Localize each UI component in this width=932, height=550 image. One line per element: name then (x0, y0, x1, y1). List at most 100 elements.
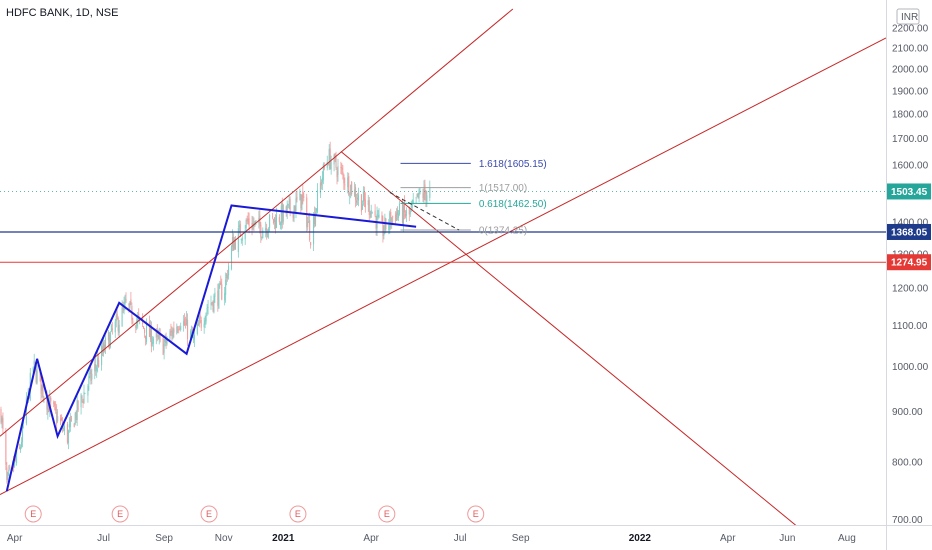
candle-body (217, 290, 219, 306)
candle-body (101, 345, 103, 366)
candle-body (172, 329, 174, 339)
candle-body (294, 206, 296, 212)
y-tick-label: 1400.00 (892, 218, 929, 229)
candle-body (383, 231, 385, 236)
candle-body (96, 367, 98, 371)
x-tick-label: Jun (779, 533, 795, 544)
event-label: E (473, 509, 479, 519)
candle-body (98, 359, 100, 368)
candle-body (214, 292, 216, 297)
candle-body (70, 416, 72, 421)
candle-body (377, 215, 379, 217)
candle-body (1, 418, 3, 423)
candle-body (285, 206, 287, 214)
candle-body (184, 318, 186, 326)
candle-body (261, 237, 263, 239)
candle-body (403, 201, 405, 213)
candle-body (163, 343, 165, 353)
candle-body (274, 219, 277, 229)
candle-body (334, 153, 336, 159)
y-tick-label: 1700.00 (892, 134, 929, 145)
candle-body (348, 175, 350, 195)
candle-body (84, 392, 86, 394)
candle-body (94, 364, 96, 372)
candle-body (225, 279, 227, 296)
candle-body (275, 214, 277, 228)
candle-body (360, 194, 362, 212)
candle-body (335, 156, 337, 168)
candle-body (157, 335, 159, 338)
candle-body (206, 307, 208, 312)
candle-body (320, 181, 322, 186)
candle-body (267, 232, 269, 238)
candle-body (355, 200, 358, 203)
candle-body (330, 161, 332, 170)
x-tick-label: Nov (215, 533, 233, 544)
candle-body (130, 299, 132, 304)
candle-body (187, 319, 189, 340)
candle-body (314, 212, 317, 226)
candle-body (83, 392, 85, 404)
candle-body (69, 418, 71, 428)
candle-body (196, 323, 198, 334)
candle-body (149, 325, 151, 339)
candle-body (73, 423, 75, 428)
candle-body (91, 373, 93, 380)
level-tag-bg (887, 223, 931, 240)
candle-body (116, 313, 118, 319)
x-tick-label: Sep (512, 533, 530, 544)
candle-body (233, 240, 235, 249)
candle-body (81, 396, 83, 399)
candle-body (415, 197, 417, 199)
candle-body (171, 330, 173, 337)
candle-body (176, 326, 178, 334)
event-label: E (206, 509, 212, 519)
candle-body (162, 337, 164, 355)
candle-body (328, 149, 330, 164)
candle-body (289, 199, 291, 213)
candle-body (135, 325, 137, 329)
candle-body (410, 205, 412, 208)
candle-body (351, 181, 353, 195)
candle-body (423, 187, 425, 201)
candle-body (185, 323, 187, 325)
candle-body (183, 320, 185, 326)
wave-pattern (5, 204, 417, 492)
candle-body (41, 384, 43, 391)
y-tick-label: 1600.00 (892, 160, 929, 171)
candle-body (402, 204, 404, 226)
event-label: E (384, 509, 390, 519)
candle-body (76, 400, 78, 420)
candle-body (192, 336, 194, 338)
candle-body (344, 184, 346, 186)
level-tag: 1368.05 (891, 227, 928, 238)
last-price-tag: 1503.45 (891, 187, 928, 198)
candle-body (42, 381, 44, 397)
candle-body (395, 214, 397, 221)
candle-body (205, 312, 207, 322)
candle-body (273, 217, 276, 222)
candle-body (200, 320, 202, 328)
earnings-event-icon (289, 505, 307, 523)
y-tick-label: 900.00 (892, 407, 923, 418)
candle-body (148, 321, 151, 337)
candle-body (19, 447, 22, 450)
candle-body (302, 191, 304, 199)
candle-body (401, 204, 404, 224)
channel-lower (0, 37, 886, 495)
candle-body (279, 222, 281, 226)
candle-body (32, 367, 34, 373)
event-label: E (117, 509, 123, 519)
candle-body (367, 200, 369, 206)
candle-body (104, 338, 107, 349)
event-label: E (30, 509, 36, 519)
candle-body (411, 203, 413, 208)
candle-body (374, 210, 376, 216)
candle-body (343, 174, 345, 184)
candle-body (213, 295, 215, 313)
candle-body (397, 209, 399, 215)
candle-body (246, 220, 248, 222)
candle-body (340, 166, 342, 169)
